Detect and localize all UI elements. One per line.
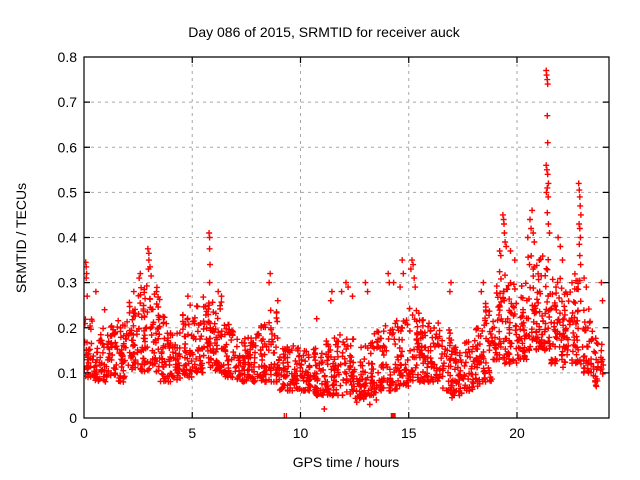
x-tick-label: 20 bbox=[509, 425, 525, 441]
y-tick-label: 0.7 bbox=[58, 94, 78, 110]
y-tick-label: 0.6 bbox=[58, 139, 78, 155]
x-tick-label: 0 bbox=[80, 425, 88, 441]
red-baseline-square bbox=[390, 413, 396, 418]
y-tick-label: 0.5 bbox=[58, 184, 78, 200]
plot-border-and-ticks bbox=[83, 56, 610, 419]
x-tick-label: 5 bbox=[188, 425, 196, 441]
red-baseline-ticks bbox=[283, 413, 288, 418]
y-tick-label: 0.1 bbox=[58, 365, 78, 381]
frame-path bbox=[83, 56, 610, 419]
y-axis-label: SRMTID / TECUs bbox=[13, 183, 29, 293]
gridlines bbox=[84, 57, 609, 418]
grid-path bbox=[84, 57, 609, 418]
data-points bbox=[84, 67, 607, 418]
y-tick-label: 0.2 bbox=[58, 320, 78, 336]
chart-title: Day 086 of 2015, SRMTID for receiver auc… bbox=[188, 24, 461, 40]
scatter-points-path bbox=[84, 67, 607, 412]
x-axis-label: GPS time / hours bbox=[293, 454, 400, 470]
x-tick-label: 15 bbox=[401, 425, 417, 441]
tick-labels: 0 5 10 15 20 0 0.1 0.2 0.3 0.4 0.5 0.6 0.7 0.8 bbox=[58, 49, 525, 441]
y-tick-label: 0 bbox=[69, 410, 77, 426]
y-tick-label: 0.4 bbox=[58, 230, 78, 246]
y-tick-label: 0.3 bbox=[58, 275, 78, 291]
x-tick-label: 10 bbox=[293, 425, 309, 441]
y-tick-label: 0.8 bbox=[58, 49, 78, 65]
